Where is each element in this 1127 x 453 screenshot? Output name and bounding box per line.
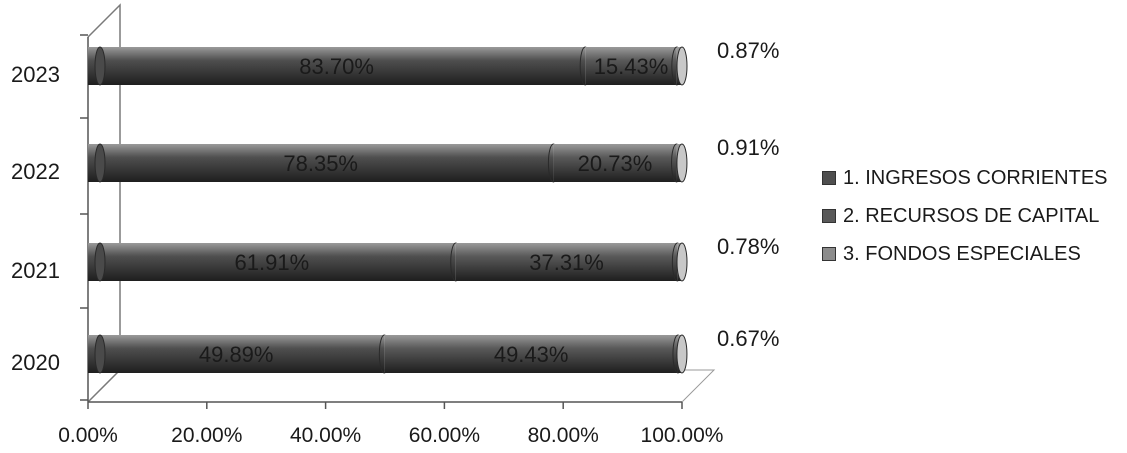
bar-segment	[88, 47, 586, 85]
bar-cap	[676, 242, 688, 282]
bar-segment	[384, 335, 678, 373]
data-label: 0.78%	[717, 234, 779, 259]
data-label: 49.89%	[199, 342, 274, 367]
legend-label-recursos-de-capital: 2. RECURSOS DE CAPITAL	[843, 204, 1100, 227]
x-tick-label: 60.00%	[409, 424, 480, 447]
data-label: 0.87%	[717, 38, 779, 63]
data-label: 83.70%	[299, 54, 374, 79]
legend-label-fondos-especiales: 3. FONDOS ESPECIALES	[843, 242, 1081, 265]
legend-label-ingresos-corrientes: 1. INGRESOS CORRIENTES	[843, 166, 1108, 189]
category-label: 2020	[11, 350, 60, 375]
bar-cap	[676, 46, 688, 86]
bar-segment	[88, 243, 456, 281]
data-label: 20.73%	[578, 151, 653, 176]
x-tick-label: 100.00%	[641, 424, 724, 447]
legend-swatch-recursos-de-capital	[822, 209, 836, 223]
bar-segment	[553, 144, 677, 182]
data-label: 78.35%	[283, 151, 358, 176]
bar-segment	[88, 144, 554, 182]
bar-segment	[88, 335, 385, 373]
bar-left-cap	[94, 46, 106, 86]
category-label: 2022	[11, 159, 60, 184]
bar-cap	[676, 143, 688, 183]
back-wall-outline	[87, 3, 121, 403]
legend-item-ingresos-corrientes: 1. INGRESOS CORRIENTES	[822, 166, 1108, 190]
x-tick-label: 20.00%	[171, 424, 242, 447]
data-label: 0.67%	[717, 326, 779, 351]
data-label: 15.43%	[594, 54, 669, 79]
data-label: 37.31%	[529, 250, 604, 275]
floor-outline	[88, 369, 716, 403]
bar-left-cap	[94, 143, 106, 183]
legend-item-fondos-especiales: 3. FONDOS ESPECIALES	[822, 242, 1108, 266]
x-tick-label: 0.00%	[58, 424, 118, 447]
bar-segment	[585, 47, 677, 85]
bar-left-cap	[94, 334, 106, 374]
legend-swatch-fondos-especiales	[822, 247, 836, 261]
data-label: 49.43%	[494, 342, 569, 367]
bar-cap	[676, 334, 688, 374]
category-label: 2021	[11, 258, 60, 283]
category-label: 2023	[11, 62, 60, 87]
legend-item-recursos-de-capital: 2. RECURSOS DE CAPITAL	[822, 204, 1108, 228]
bar-left-cap	[94, 242, 106, 282]
x-tick-label: 80.00%	[528, 424, 599, 447]
x-tick-label: 40.00%	[290, 424, 361, 447]
bar-segment	[455, 243, 678, 281]
legend: 1. INGRESOS CORRIENTES 2. RECURSOS DE CA…	[822, 166, 1108, 280]
data-label: 61.91%	[235, 250, 310, 275]
data-label: 0.91%	[717, 135, 779, 160]
legend-swatch-ingresos-corrientes	[822, 171, 836, 185]
